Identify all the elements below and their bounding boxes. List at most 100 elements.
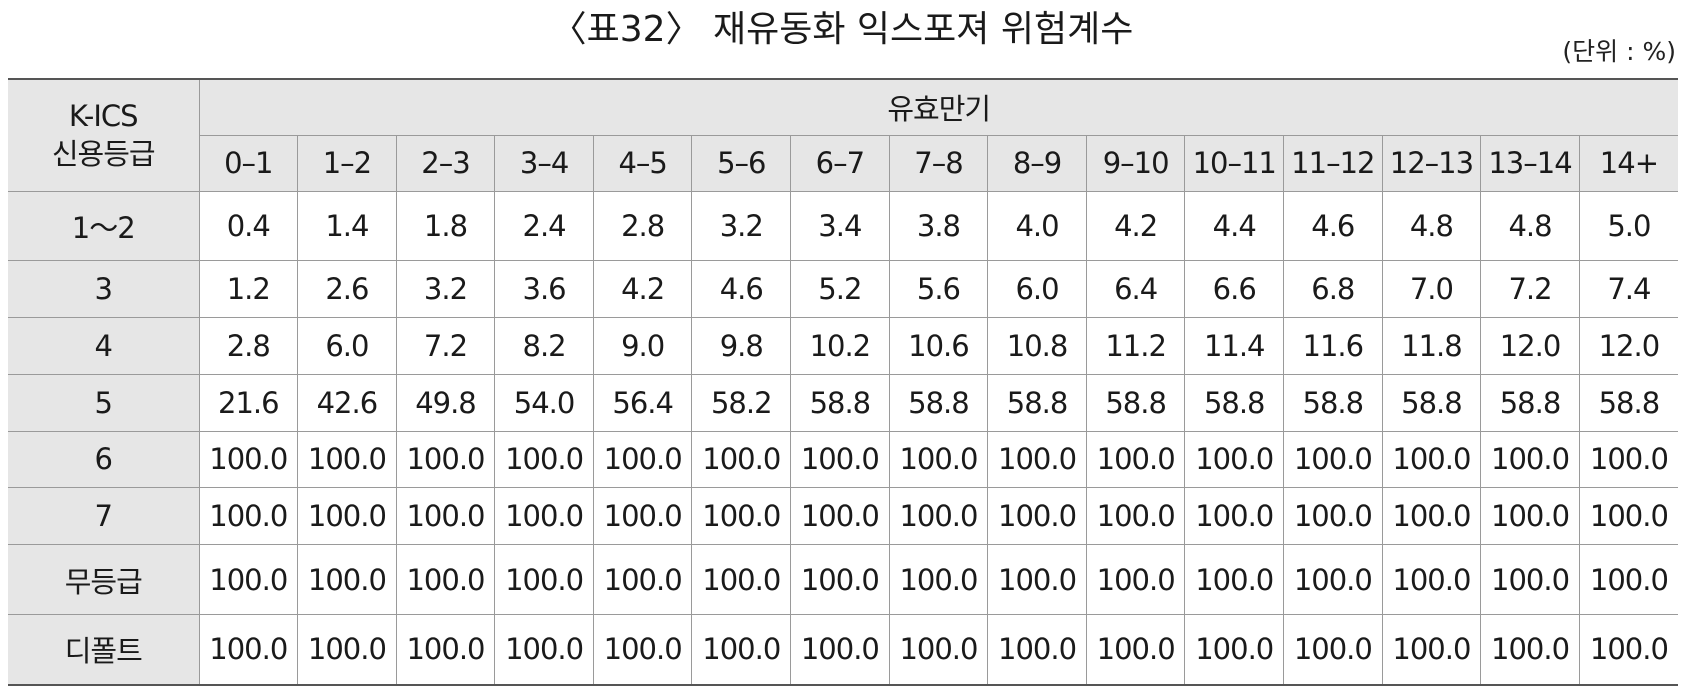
value-cell: 7.0 [1381,260,1482,319]
value-cell: 100.0 [1184,544,1285,615]
value-cell: 100.0 [494,487,594,546]
value-cell: 100.0 [1381,613,1482,686]
value-cell: 100.0 [395,487,496,546]
table-row: 무등급 100.0 100.0 100.0 100.0 100.0 100.0 100.0 10… [8,544,1678,615]
maturity-header-cell: 8–9 [987,134,1087,192]
value-cell: 100.0 [494,544,594,615]
value-cell: 100.0 [1381,544,1482,615]
grade-cell: 5 [8,373,200,432]
value-cell: 9.0 [592,317,693,375]
maturity-header-cell: 11–12 [1283,134,1383,192]
value-cell: 2.8 [592,190,693,262]
value-cell: 100.0 [790,613,890,686]
value-cell: 58.8 [1085,373,1186,432]
table-row: 4 2.8 6.0 7.2 8.2 9.0 9.8 10.2 10.6 10.8 11.2 11.4 1… [8,317,1678,375]
header-row-group: K-ICS 신용등급 유효만기 [8,78,1678,192]
value-cell: 2.6 [297,260,397,319]
value-cell: 58.8 [1480,373,1580,432]
value-cell: 100.0 [1578,430,1678,489]
value-cell: 100.0 [987,544,1087,615]
value-cell: 100.0 [198,430,299,489]
grade-column-header: K-ICS 신용등급 [8,78,200,192]
value-cell: 6.0 [987,260,1087,319]
value-cell: 21.6 [198,373,299,432]
maturity-header-cell: 13–14 [1480,134,1580,192]
value-cell: 4.2 [592,260,693,319]
value-cell: 7.4 [1578,260,1678,319]
grade-cell: 디폴트 [8,613,200,686]
value-cell: 100.0 [987,430,1087,489]
value-cell: 6.6 [1184,260,1285,319]
value-cell: 7.2 [395,317,496,375]
value-cell: 100.0 [888,544,989,615]
value-cell: 58.8 [987,373,1087,432]
value-cell: 54.0 [494,373,594,432]
table-row: 1～2 0.4 1.4 1.8 2.4 2.8 3.2 3.4 3.8 4.0 4.2 4.4 4.6 4… [8,190,1678,262]
value-cell: 100.0 [888,487,989,546]
value-cell: 100.0 [691,430,792,489]
maturity-header-cell: 2–3 [395,134,496,192]
grade-cell: 1～2 [8,190,200,262]
value-cell: 3.8 [888,190,989,262]
value-cell: 6.4 [1085,260,1186,319]
value-cell: 100.0 [1184,613,1285,686]
value-cell: 100.0 [1184,430,1285,489]
value-cell: 100.0 [691,613,792,686]
value-cell: 11.4 [1184,317,1285,375]
value-cell: 100.0 [1578,613,1678,686]
value-cell: 58.8 [790,373,890,432]
value-cell: 100.0 [1085,430,1186,489]
value-cell: 11.8 [1381,317,1482,375]
value-cell: 100.0 [198,544,299,615]
value-cell: 0.4 [198,190,299,262]
table-title: 〈표32〉 재유동화 익스포져 위험계수 [550,9,1134,50]
value-cell: 8.2 [494,317,594,375]
value-cell: 42.6 [297,373,397,432]
value-cell: 6.8 [1283,260,1383,319]
maturity-header-cell: 3–4 [494,134,594,192]
value-cell: 100.0 [297,613,397,686]
value-cell: 6.0 [297,317,397,375]
value-cell: 12.0 [1480,317,1580,375]
value-cell: 100.0 [1578,487,1678,546]
value-cell: 12.0 [1578,317,1678,375]
table-row: 디폴트 100.0 100.0 100.0 100.0 100.0 100.0 100.0 10… [8,613,1678,686]
maturity-header-cell: 4–5 [592,134,693,192]
maturity-header-row: 0–1 1–2 2–3 3–4 4–5 5–6 6–7 7–8 8–9 9–10 10–11 11–1… [8,134,1678,192]
value-cell: 4.6 [691,260,792,319]
value-cell: 100.0 [1578,544,1678,615]
value-cell: 7.2 [1480,260,1580,319]
value-cell: 100.0 [1480,487,1580,546]
value-cell: 11.6 [1283,317,1383,375]
grade-header-line1: K-ICS [68,99,139,134]
maturity-header-cell: 9–10 [1085,134,1186,192]
table-header: K-ICS 신용등급 유효만기 0–1 1–2 2–3 3–4 4–5 5–6 6–7 7–8… [8,78,1678,192]
maturity-header-cell: 10–11 [1184,134,1285,192]
maturity-header-cell: 14+ [1578,134,1678,192]
value-cell: 5.2 [790,260,890,319]
value-cell: 5.6 [888,260,989,319]
value-cell: 4.8 [1381,190,1482,262]
value-cell: 100.0 [1480,430,1580,489]
grade-header-line2: 신용등급 [51,137,156,172]
maturity-header-cell: 7–8 [888,134,989,192]
value-cell: 100.0 [691,544,792,615]
value-cell: 100.0 [691,487,792,546]
value-cell: 100.0 [297,544,397,615]
value-cell: 10.8 [987,317,1087,375]
value-cell: 100.0 [888,613,989,686]
value-cell: 100.0 [198,487,299,546]
value-cell: 49.8 [395,373,496,432]
value-cell: 58.8 [1283,373,1383,432]
value-cell: 58.8 [888,373,989,432]
value-cell: 100.0 [1283,544,1383,615]
table-row: 7 100.0 100.0 100.0 100.0 100.0 100.0 100.0 100.… [8,487,1678,546]
risk-factor-table: K-ICS 신용등급 유효만기 0–1 1–2 2–3 3–4 4–5 5–6 6–7 7–8… [8,78,1678,686]
value-cell: 100.0 [395,430,496,489]
value-cell: 4.2 [1085,190,1186,262]
value-cell: 100.0 [494,613,594,686]
value-cell: 58.8 [1578,373,1678,432]
value-cell: 100.0 [592,430,693,489]
value-cell: 9.8 [691,317,792,375]
value-cell: 1.4 [297,190,397,262]
